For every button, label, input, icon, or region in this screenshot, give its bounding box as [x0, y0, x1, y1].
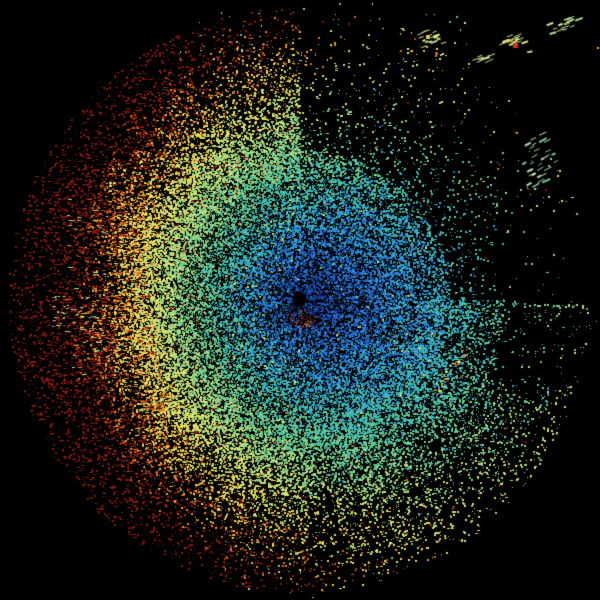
speckle-canvas	[0, 0, 600, 600]
speckle-visualization	[0, 0, 600, 600]
